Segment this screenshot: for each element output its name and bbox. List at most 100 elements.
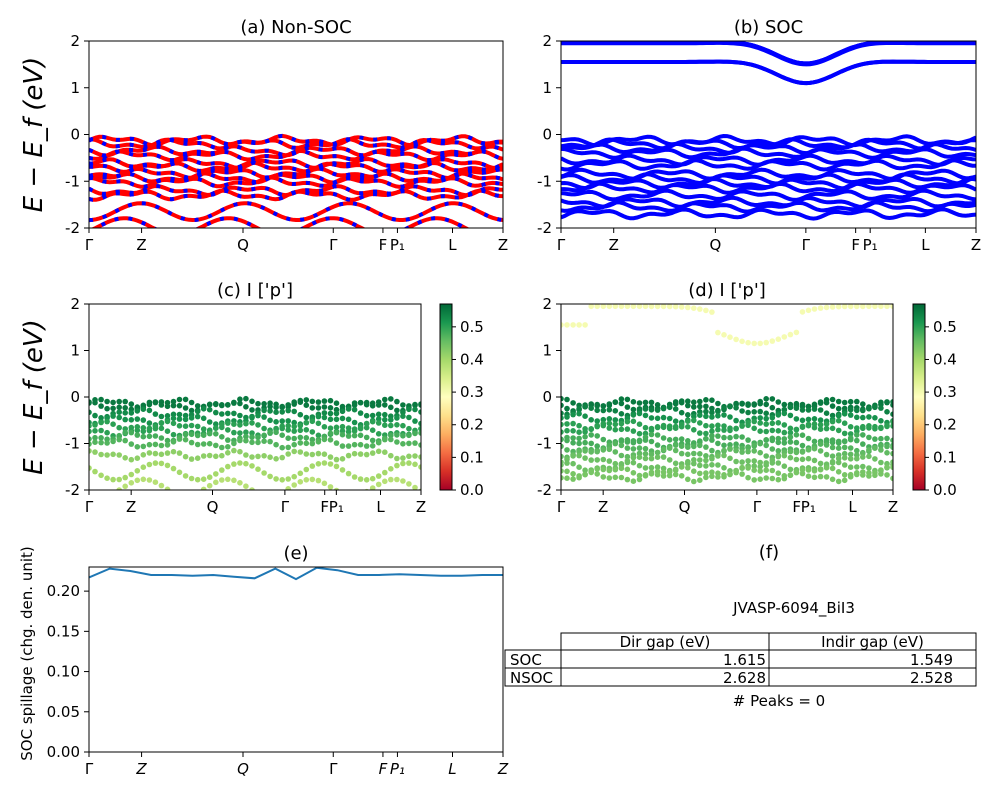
scatter-point bbox=[642, 304, 649, 310]
scatter-point bbox=[321, 398, 328, 404]
scatter-point bbox=[624, 453, 631, 460]
scatter-point bbox=[721, 412, 727, 418]
scatter-point bbox=[866, 447, 872, 453]
scatter-point bbox=[841, 455, 848, 461]
band-lines bbox=[561, 41, 976, 221]
axes-frame bbox=[88, 566, 504, 753]
scatter-point bbox=[606, 475, 613, 481]
scatter-point bbox=[811, 474, 818, 481]
scatter-point bbox=[92, 422, 98, 428]
scatter-point bbox=[715, 474, 721, 480]
scatter-point bbox=[333, 424, 340, 431]
scatter-point bbox=[582, 439, 588, 446]
panel-f: (f) JVASP-6094_BiI3 Dir gap (eV) Indir gap … bbox=[504, 542, 977, 710]
scatter-point bbox=[345, 443, 352, 449]
scatter-point bbox=[110, 476, 116, 483]
scatter-point bbox=[146, 399, 153, 406]
scatter-point bbox=[152, 433, 159, 439]
scatter-point bbox=[134, 427, 141, 434]
scatter-point bbox=[243, 437, 249, 444]
scatter-point bbox=[188, 415, 195, 421]
scatter-point bbox=[388, 404, 394, 411]
scatter-point bbox=[817, 399, 824, 405]
scatter-point bbox=[588, 417, 594, 423]
scatter-point bbox=[327, 405, 334, 411]
scatter-point bbox=[194, 413, 201, 420]
scatter-point bbox=[394, 407, 400, 414]
scatter-point bbox=[799, 423, 806, 430]
scatter-point bbox=[841, 399, 848, 406]
scatter-point bbox=[618, 438, 625, 445]
scatter-point bbox=[104, 429, 110, 436]
scatter-point bbox=[140, 406, 147, 413]
scatter-point bbox=[685, 402, 691, 409]
scatter-point bbox=[327, 454, 334, 460]
scatter-point bbox=[636, 410, 643, 417]
scatter-point bbox=[564, 396, 570, 403]
scatter-point bbox=[98, 419, 104, 426]
scatter-point bbox=[733, 417, 739, 424]
scatter-point bbox=[206, 430, 213, 437]
scatter-point bbox=[327, 437, 334, 443]
scatter-point bbox=[648, 431, 655, 438]
scatter-point bbox=[691, 399, 697, 406]
scatter-point bbox=[206, 474, 213, 481]
scatter-point bbox=[219, 444, 225, 451]
scatter-point bbox=[375, 431, 382, 437]
scatter-point bbox=[231, 461, 237, 467]
scatter-point bbox=[823, 474, 830, 480]
scatter-point bbox=[648, 451, 655, 458]
scatter-point bbox=[860, 463, 866, 470]
scatter-point bbox=[618, 411, 625, 417]
scatter-point bbox=[570, 400, 576, 406]
colorbar-tick-label: 0.0 bbox=[933, 481, 957, 499]
scatter-point bbox=[666, 472, 673, 479]
scatter-point bbox=[321, 414, 328, 421]
scatter-point bbox=[793, 427, 800, 433]
scatter-point bbox=[878, 399, 884, 406]
scatter-point bbox=[303, 440, 310, 447]
scatter-point bbox=[122, 429, 128, 436]
scatter-point bbox=[194, 432, 201, 439]
scatter-point bbox=[418, 464, 421, 470]
scatter-point bbox=[703, 397, 709, 403]
x-tick-label: P₁ bbox=[801, 498, 816, 516]
colorbar-tick-label: 0.2 bbox=[933, 416, 957, 434]
scatter-point bbox=[588, 405, 594, 412]
scatter-point bbox=[582, 467, 588, 474]
scatter-point bbox=[369, 443, 376, 449]
scatter-point bbox=[751, 425, 757, 432]
scatter-point bbox=[188, 456, 195, 462]
scatter-point bbox=[357, 441, 364, 448]
scatter-point bbox=[685, 444, 691, 451]
scatter-point bbox=[866, 425, 872, 431]
scatter-point bbox=[751, 402, 757, 408]
scatter-point bbox=[375, 411, 382, 418]
band-line bbox=[561, 188, 976, 202]
scatter-point bbox=[757, 476, 763, 483]
scatter-point bbox=[110, 438, 116, 445]
scatter-point bbox=[751, 463, 757, 469]
scatter-point bbox=[606, 407, 613, 413]
scatter-point bbox=[225, 476, 231, 483]
scatter-point bbox=[291, 441, 298, 448]
scatter-point bbox=[594, 471, 600, 477]
scatter-point bbox=[177, 492, 183, 498]
scatter-point bbox=[182, 405, 189, 411]
scatter-point bbox=[89, 409, 92, 416]
y-tick-label: 2 bbox=[70, 295, 80, 313]
scatter-point bbox=[624, 304, 631, 310]
scatter-point bbox=[357, 410, 364, 416]
x-tick-label: Γ bbox=[329, 236, 338, 254]
scatter-point bbox=[691, 478, 697, 485]
scatter-point bbox=[375, 439, 382, 446]
x-tick-label: Z bbox=[498, 236, 508, 254]
scatter-point bbox=[291, 408, 298, 415]
scatter-point bbox=[309, 476, 316, 483]
scatter-point bbox=[721, 465, 727, 471]
scatter-point bbox=[787, 434, 794, 440]
scatter-point bbox=[829, 439, 836, 446]
scatter-point bbox=[642, 445, 649, 452]
scatter-point bbox=[799, 442, 806, 449]
scatter-point bbox=[878, 418, 884, 424]
